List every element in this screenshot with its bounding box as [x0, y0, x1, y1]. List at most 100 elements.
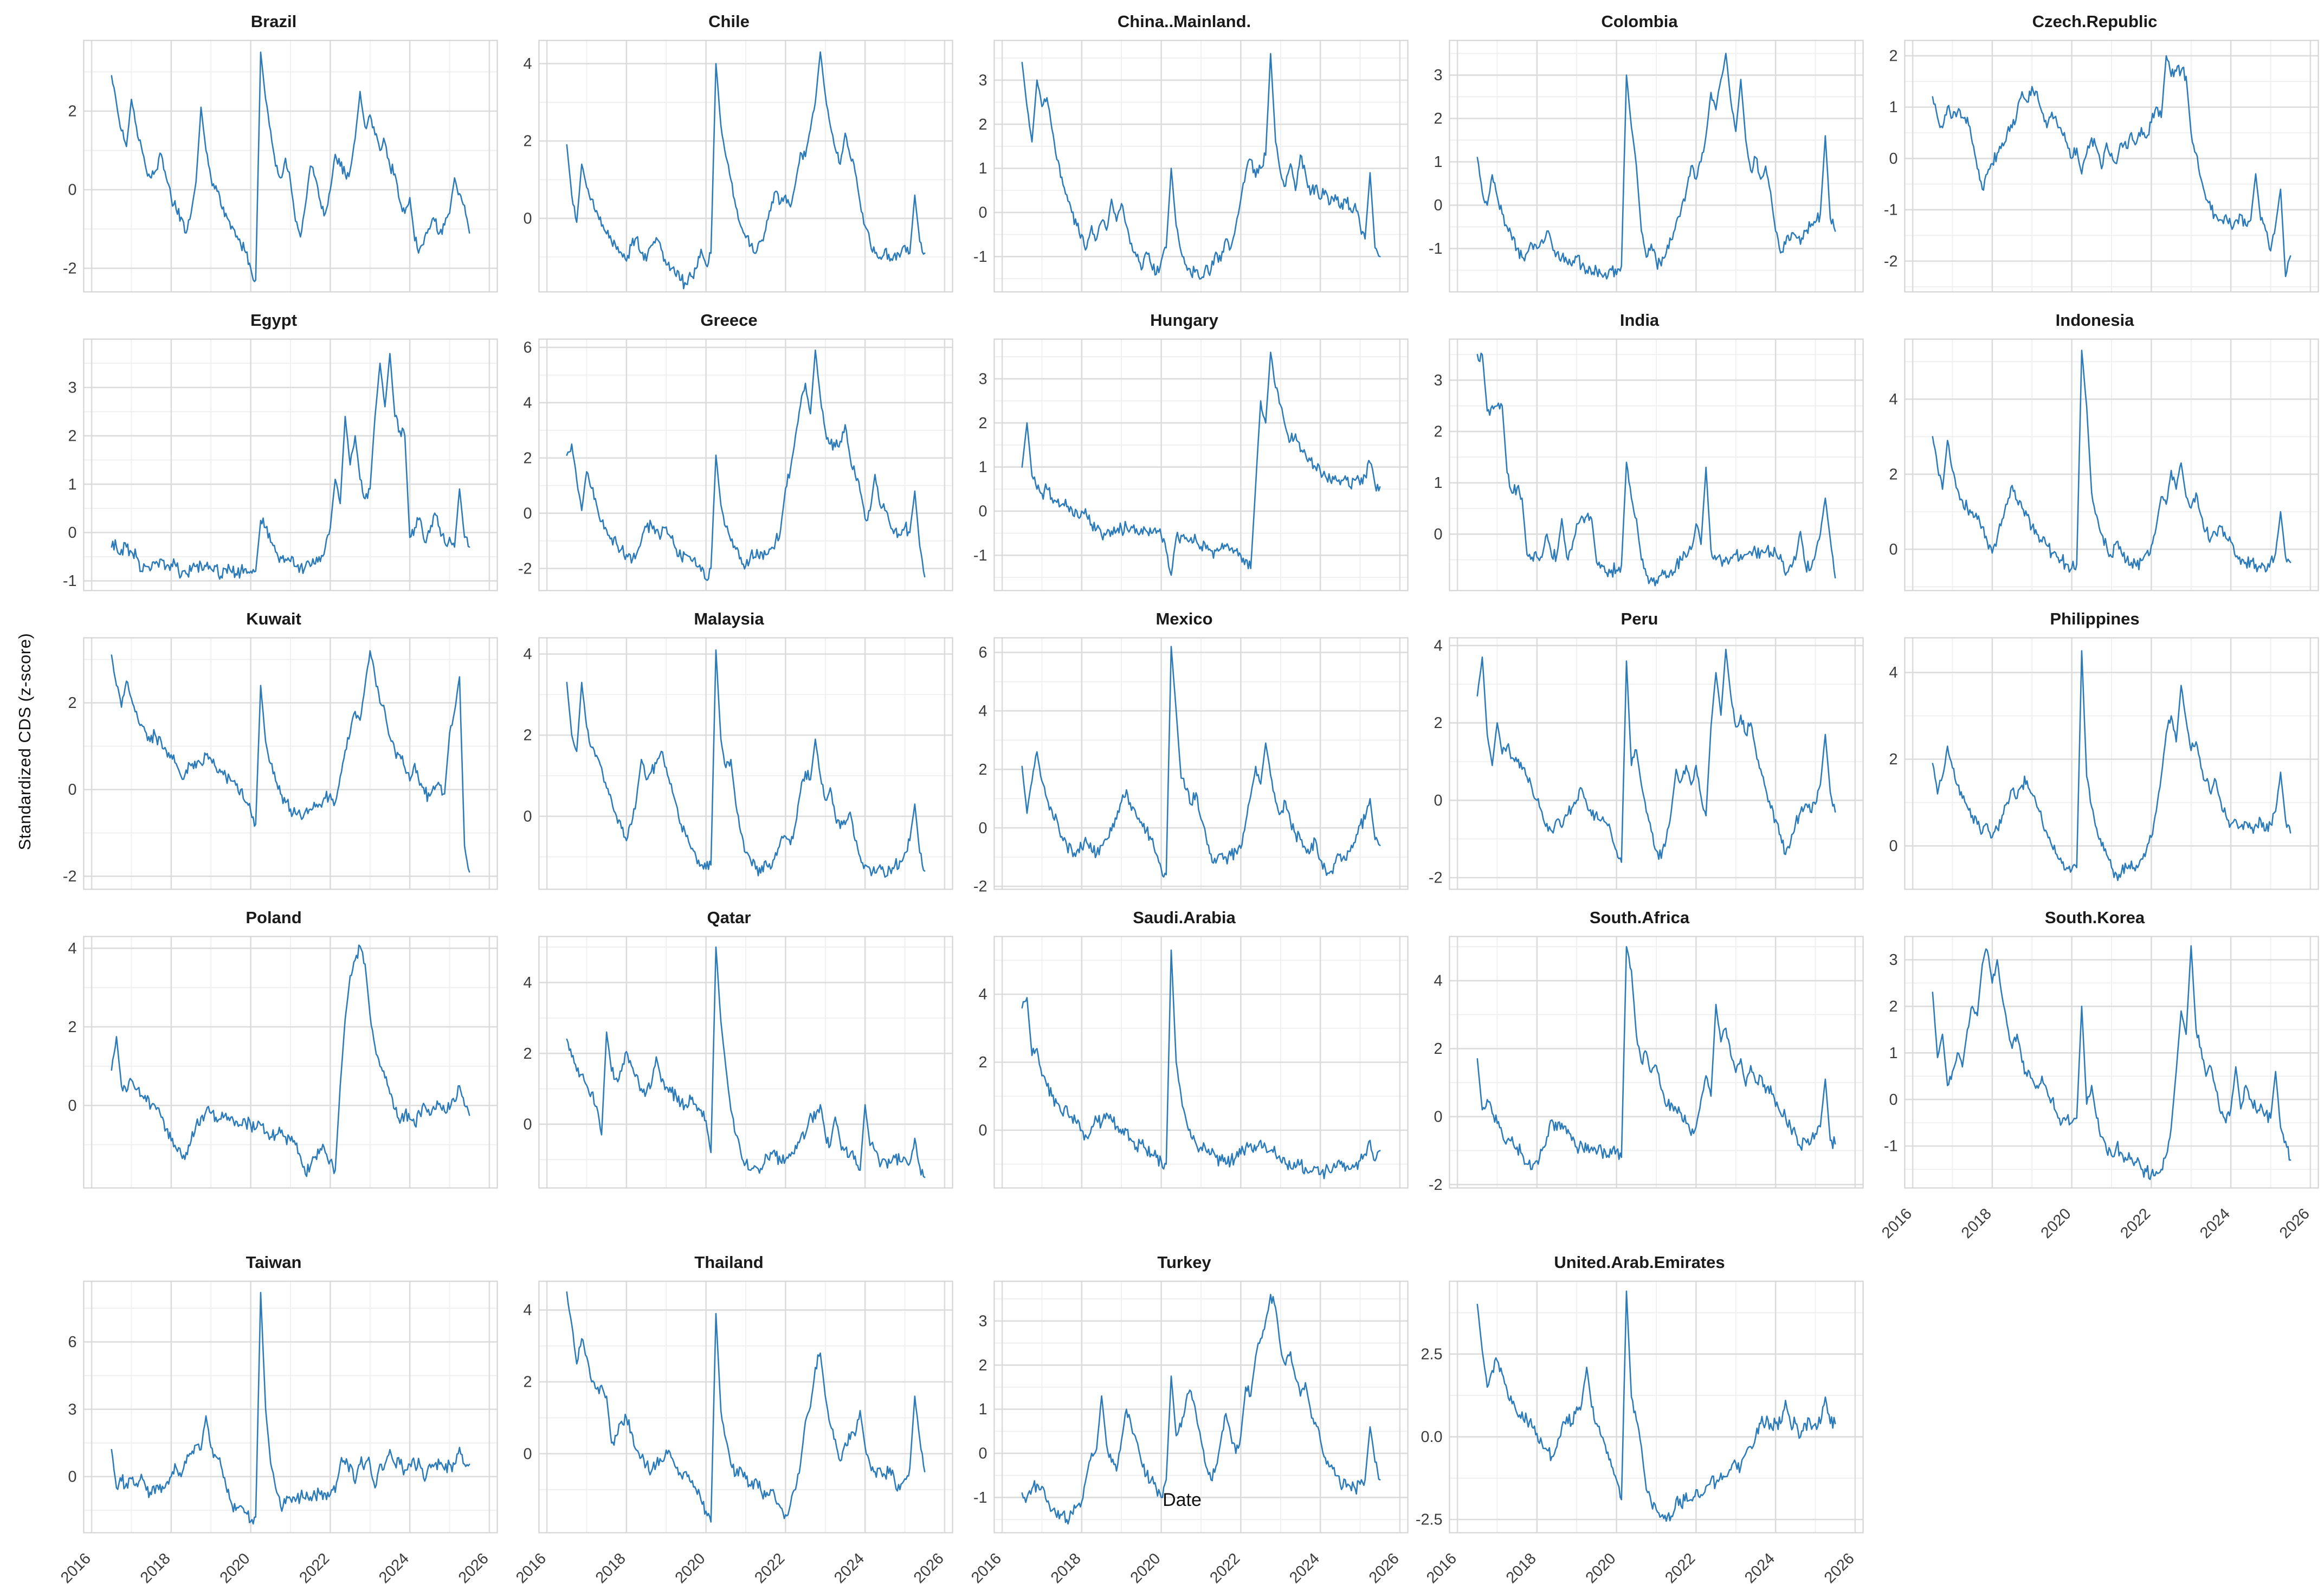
x-tick-label: 2024 [831, 1550, 868, 1584]
panel-plot-Brazil: -2 0 2 [63, 40, 498, 293]
svg-text:0: 0 [1889, 541, 1898, 558]
facet-panel-India: India 0 1 2 3 [1412, 306, 1867, 595]
svg-text:2: 2 [1434, 423, 1443, 441]
panel-plot-Kuwait: -2 0 2 [63, 637, 498, 890]
svg-text:2: 2 [979, 1357, 987, 1374]
panel-plot-Saudi.Arabia: 0 2 4 [979, 936, 1409, 1189]
facet-panel-Indonesia: Indonesia 0 2 4 [1868, 306, 2322, 595]
x-tick-label: 2022 [2117, 1205, 2154, 1239]
svg-text:1: 1 [68, 476, 77, 493]
svg-text:1: 1 [1889, 1045, 1898, 1062]
x-tick-label: 2020 [1583, 1550, 1619, 1584]
svg-text:-2: -2 [973, 878, 987, 894]
svg-text:3: 3 [68, 379, 77, 396]
panel-plot-Poland: 0 2 4 [68, 936, 498, 1189]
panel-title: Poland [246, 907, 302, 927]
x-tick-label: 2022 [296, 1550, 333, 1584]
panel-title: South.Africa [1589, 907, 1690, 927]
panel-plot-Turkey: -1 0 1 2 3 2016 2018 2020 2022 2024 2026 [968, 1280, 1409, 1584]
svg-text:2: 2 [524, 133, 532, 150]
svg-text:-2: -2 [1884, 253, 1898, 270]
svg-text:-1: -1 [1884, 202, 1898, 219]
svg-text:4: 4 [1434, 637, 1443, 654]
panel-plot-Thailand: 0 2 4 2016 2018 2020 2022 2024 2026 [513, 1280, 953, 1584]
svg-text:-1: -1 [1429, 240, 1443, 257]
x-tick-label: 2016 [1878, 1205, 1915, 1239]
panel-title: Egypt [250, 310, 298, 330]
x-tick-label: 2020 [217, 1550, 254, 1584]
svg-text:-1: -1 [1884, 1138, 1898, 1155]
svg-text:2: 2 [1434, 110, 1443, 127]
svg-text:-2: -2 [63, 260, 77, 278]
svg-text:4: 4 [1889, 391, 1898, 408]
panel-plot-Czech.Republic: -2 -1 0 1 2 [1884, 40, 2319, 293]
facet-panel-South.Korea: South.Korea -1 0 1 2 3 2016 2018 2020 2022 2024 202… [1868, 904, 2322, 1239]
svg-text:0: 0 [979, 1122, 987, 1139]
svg-text:0.0: 0.0 [1421, 1429, 1442, 1446]
svg-text:4: 4 [524, 394, 532, 411]
svg-text:-1: -1 [973, 248, 987, 266]
x-tick-label: 2016 [513, 1550, 550, 1584]
x-tick-label: 2018 [1503, 1550, 1540, 1584]
svg-text:1: 1 [979, 160, 987, 177]
facet-panel-Chile: Chile 0 2 4 [502, 8, 956, 297]
x-tick-label: 2024 [1741, 1550, 1778, 1584]
panel-plot-Egypt: -1 0 1 2 3 [63, 338, 498, 591]
svg-text:0: 0 [979, 820, 987, 837]
svg-text:3: 3 [1434, 372, 1443, 389]
facet-panel-Egypt: Egypt -1 0 1 2 3 [47, 306, 501, 595]
svg-text:-2: -2 [1429, 870, 1443, 887]
svg-text:2: 2 [1434, 1040, 1443, 1058]
svg-text:2: 2 [524, 1045, 532, 1063]
x-tick-label: 2020 [1127, 1550, 1164, 1584]
x-tick-label: 2024 [2197, 1205, 2233, 1239]
svg-text:2: 2 [1889, 998, 1898, 1015]
svg-text:3: 3 [979, 1313, 987, 1330]
svg-text:2: 2 [1889, 466, 1898, 483]
svg-text:0: 0 [524, 210, 532, 227]
panel-title: Qatar [707, 907, 751, 927]
svg-text:2: 2 [1434, 714, 1443, 732]
svg-text:0: 0 [1434, 792, 1443, 809]
svg-text:2: 2 [524, 449, 532, 467]
panel-plot-Peru: -2 0 2 4 [1429, 637, 1864, 890]
x-tick-label: 2022 [1206, 1550, 1243, 1584]
svg-text:1: 1 [1434, 153, 1443, 171]
x-tick-label: 2026 [455, 1550, 492, 1584]
panel-plot-Qatar: 0 2 4 [524, 936, 953, 1189]
svg-text:-2: -2 [518, 560, 532, 577]
svg-text:-1: -1 [973, 547, 987, 564]
svg-text:4: 4 [524, 974, 532, 991]
svg-text:2: 2 [979, 1054, 987, 1071]
svg-text:0: 0 [1434, 1108, 1443, 1125]
facet-grid: Brazil -2 0 2 Chile 0 2 4 China..Mainland. -1 0 1 2 3… [47, 8, 2322, 1584]
svg-text:6: 6 [68, 1334, 77, 1351]
svg-text:2: 2 [68, 428, 77, 445]
facet-panel-Poland: Poland 0 2 4 [47, 904, 501, 1239]
x-tick-label: 2016 [1423, 1550, 1460, 1584]
svg-text:2: 2 [68, 694, 77, 712]
svg-text:2: 2 [979, 761, 987, 778]
x-tick-label: 2024 [1286, 1550, 1323, 1584]
svg-text:3: 3 [68, 1401, 77, 1419]
svg-text:2: 2 [524, 727, 532, 744]
panel-plot-Taiwan: 0 3 6 2016 2018 2020 2022 2024 2026 [57, 1280, 498, 1584]
x-tick-label: 2016 [968, 1550, 1005, 1584]
panel-title: Philippines [2050, 609, 2140, 628]
facet-panel-Mexico: Mexico -2 0 2 4 6 [957, 605, 1411, 894]
svg-text:3: 3 [979, 72, 987, 89]
panel-plot-Mexico: -2 0 2 4 6 [973, 637, 1409, 894]
panel-title: Chile [708, 12, 750, 31]
facet-panel-Philippines: Philippines 0 2 4 [1868, 605, 2322, 894]
x-tick-label: 2020 [672, 1550, 709, 1584]
panel-plot-Greece: -2 0 2 4 6 [518, 338, 953, 591]
svg-text:0: 0 [979, 503, 987, 520]
x-tick-label: 2026 [2276, 1205, 2313, 1239]
panel-title: Peru [1621, 609, 1658, 628]
svg-text:0: 0 [68, 1469, 77, 1486]
panel-plot-Chile: 0 2 4 [524, 40, 953, 293]
panel-title: South.Korea [2044, 907, 2145, 927]
svg-text:3: 3 [1434, 67, 1443, 84]
svg-text:0: 0 [68, 781, 77, 799]
svg-text:0: 0 [979, 204, 987, 222]
